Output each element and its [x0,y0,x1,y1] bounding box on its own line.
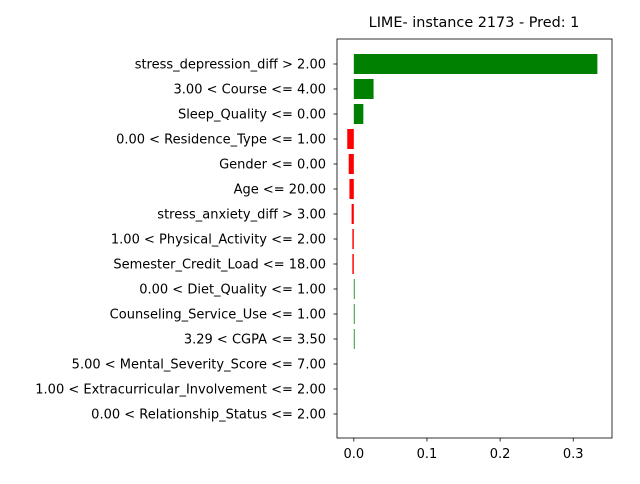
y-tick-label: 3.29 < CGPA <= 3.50 [184,333,326,348]
y-tick-label: Age <= 20.00 [234,183,326,198]
x-tick-label: 0.1 [417,447,438,462]
y-tick-label: 0.00 < Relationship_Status <= 2.00 [91,408,326,423]
bar-6 [351,204,354,224]
bar-9 [353,279,355,299]
x-axis-ticks: 0.0 0.1 0.2 0.3 [343,438,584,462]
bar-11 [353,329,355,349]
bar-3 [347,129,354,149]
bar-10 [353,304,355,324]
bar-1 [353,79,374,99]
x-tick-label: 0.0 [343,447,364,462]
y-tick-label: Counseling_Service_Use <= 1.00 [110,308,326,323]
y-tick-label: 0.00 < Residence_Type <= 1.00 [116,133,326,148]
y-tick-label: Sleep_Quality <= 0.00 [178,108,326,123]
bar-7 [352,229,354,249]
y-tick-label: stress_depression_diff > 2.00 [135,58,326,73]
x-tick-label: 0.3 [563,447,584,462]
bar-8 [352,254,354,274]
bar-5 [349,179,354,199]
bar-0 [353,54,598,74]
y-tick-label: Gender <= 0.00 [219,158,326,173]
y-tick-label: 0.00 < Diet_Quality <= 1.00 [139,283,326,298]
y-tick-label: 3.00 < Course <= 4.00 [174,83,326,98]
y-tick-label: stress_anxiety_diff > 3.00 [157,208,326,223]
plot-frame [336,38,613,439]
bars-layer [347,54,598,349]
bar-4 [348,154,354,174]
y-tick-label: 5.00 < Mental_Severity_Score <= 7.00 [72,358,326,373]
chart-title: LIME- instance 2173 - Pred: 1 [369,15,580,31]
y-tick-label: Semester_Credit_Load <= 18.00 [113,258,326,273]
y-tick-labels: stress_depression_diff > 2.00 3.00 < Cour… [35,58,337,423]
x-tick-label: 0.2 [490,447,511,462]
y-tick-label: 1.00 < Extracurricular_Involvement <= 2.… [35,383,326,398]
bar-2 [353,104,364,124]
y-tick-label: 1.00 < Physical_Activity <= 2.00 [111,233,326,248]
